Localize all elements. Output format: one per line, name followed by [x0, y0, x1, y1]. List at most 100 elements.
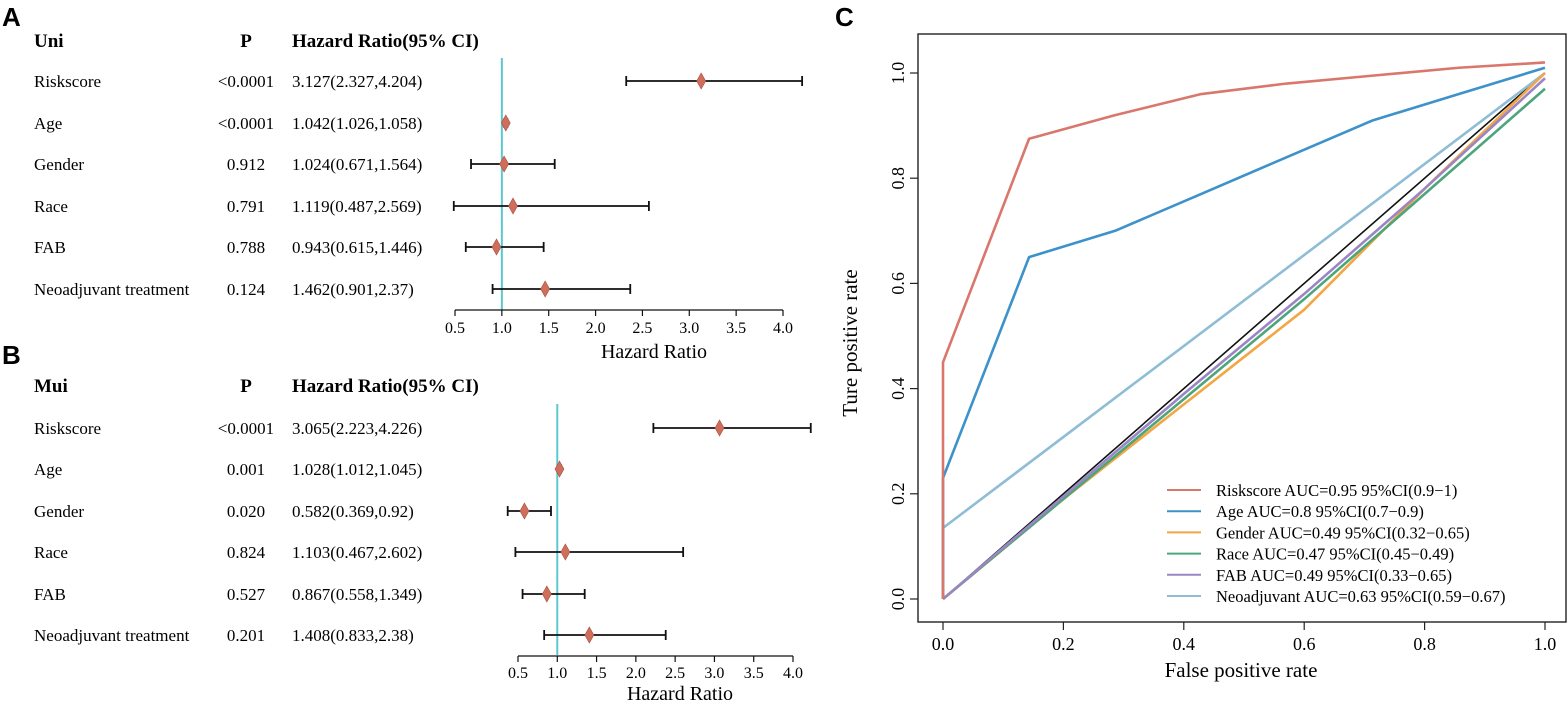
forest-a-x-axis-label: Hazard Ratio	[601, 341, 707, 363]
forest-a-row-hr: 1.462(0.901,2.37)	[292, 280, 414, 299]
forest-a-row-hr: 3.127(2.327,4.204)	[292, 72, 422, 91]
roc-x-tick-label: 0.0	[932, 634, 955, 654]
forest-a-hr-point	[696, 72, 707, 90]
forest-a-row-label: Neoadjuvant treatment	[34, 280, 190, 299]
roc-y-tick-label: 0.0	[888, 588, 908, 611]
forest-b-x-tick-label: 3.5	[744, 665, 764, 682]
roc-y-tick-label: 0.8	[888, 167, 908, 190]
forest-a-row-p: 0.912	[227, 155, 265, 174]
forest-a-row-label: Gender	[34, 155, 84, 174]
roc-diagonal-line	[942, 72, 1546, 600]
forest-b-row-hr: 0.867(0.558,1.349)	[292, 585, 422, 604]
forest-a-x-tick-label: 2.0	[586, 320, 606, 337]
forest-a-hr-point	[508, 197, 518, 215]
forest-b-x-tick-label: 0.5	[508, 665, 528, 682]
forest-b-hr-point	[519, 502, 530, 520]
forest-b-header-p: P	[240, 376, 252, 397]
forest-b-row-hr: 1.028(1.012,1.045)	[292, 460, 422, 479]
forest-a-row-hr: 1.024(0.671,1.564)	[292, 155, 422, 174]
roc-x-axis-label: False positive rate	[1165, 658, 1318, 682]
forest-a-x-tick-label: 3.0	[679, 320, 699, 337]
forest-b-row-label: FAB	[34, 585, 66, 604]
forest-b-row-label: Riskscore	[34, 419, 101, 438]
roc-x-tick-label: 1.0	[1534, 634, 1557, 654]
forest-b-row-p: 0.001	[227, 460, 265, 479]
forest-b-row-hr: 0.582(0.369,0.92)	[292, 502, 414, 521]
forest-b-header-hr: Hazard Ratio(95% CI)	[292, 376, 479, 397]
forest-a-row-p: 0.788	[227, 238, 265, 257]
forest-a-row-label: Riskscore	[34, 72, 101, 91]
forest-b-hr-point	[560, 543, 571, 561]
roc-legend-label: Neoadjuvant AUC=0.63 95%CI(0.59−0.67)	[1216, 587, 1505, 606]
roc-y-tick-label: 0.6	[888, 272, 908, 295]
roc-y-tick-label: 1.0	[888, 62, 908, 85]
forest-a-x-tick-label: 3.5	[726, 320, 746, 337]
forest-b-hr-point	[714, 419, 725, 437]
roc-x-tick-label: 0.8	[1413, 634, 1436, 654]
forest-b-header-name: Mui	[34, 376, 68, 397]
forest-a-row-p: <0.0001	[218, 72, 274, 91]
forest-a-x-tick-label: 1.5	[539, 320, 559, 337]
forest-b-hr-point	[541, 585, 552, 603]
roc-plot-frame	[917, 33, 1567, 623]
forest-b-row-label: Neoadjuvant treatment	[34, 626, 190, 645]
roc-x-tick-label: 0.4	[1173, 634, 1196, 654]
forest-b-row-p: <0.0001	[218, 419, 274, 438]
forest-a-header-name: Uni	[34, 31, 64, 52]
forest-a-x-tick-label: 1.0	[492, 320, 512, 337]
roc-series-line-1	[941, 66, 1546, 599]
forest-b-x-tick-label: 2.5	[665, 665, 685, 682]
forest-b-x-tick-label: 4.0	[783, 665, 803, 682]
forest-b-row-p: 0.201	[227, 626, 265, 645]
forest-b-row-p: 0.527	[227, 585, 266, 604]
forest-a-row-label: Age	[34, 114, 62, 133]
forest-b-row-label: Age	[34, 460, 62, 479]
roc-series-line-3	[942, 87, 1546, 601]
forest-b-x-tick-label: 1.0	[547, 665, 567, 682]
forest-b-hr-point	[584, 626, 595, 644]
roc-legend-label: FAB AUC=0.49 95%CI(0.33−0.65)	[1216, 566, 1452, 585]
forest-a-row-p: 0.124	[227, 280, 266, 299]
forest-a-header-hr: Hazard Ratio(95% CI)	[292, 31, 479, 52]
roc-x-tick-label: 0.6	[1293, 634, 1316, 654]
panel-label-a: A	[2, 2, 21, 32]
forest-b-row-hr: 3.065(2.223,4.226)	[292, 419, 422, 438]
forest-a-hr-point	[500, 114, 511, 132]
forest-b-row-p: 0.020	[227, 502, 265, 521]
roc-series-line-4	[942, 77, 1546, 600]
roc-x-tick-label: 0.2	[1052, 634, 1075, 654]
forest-b-row-label: Race	[34, 543, 68, 562]
roc-series-line-0	[941, 61, 1546, 599]
roc-legend-label: Age AUC=0.8 95%CI(0.7−0.9)	[1216, 502, 1424, 521]
forest-a-x-tick-label: 4.0	[773, 320, 793, 337]
forest-a-row-p: 0.791	[227, 197, 265, 216]
forest-a-row-p: <0.0001	[218, 114, 274, 133]
forest-b-row-p: 0.824	[227, 543, 266, 562]
forest-b-x-tick-label: 1.5	[587, 665, 607, 682]
forest-b-x-tick-label: 3.0	[704, 665, 724, 682]
forest-a-hr-point	[540, 280, 550, 298]
panel-label-b: B	[2, 340, 21, 370]
roc-y-axis-label: Ture positive rate	[838, 269, 862, 416]
forest-b-x-tick-label: 2.0	[626, 665, 646, 682]
forest-a-header-p: P	[240, 31, 252, 52]
roc-y-tick-label: 0.2	[888, 483, 908, 506]
forest-a-row-hr: 1.119(0.487,2.569)	[292, 197, 422, 216]
panel-label-c: C	[835, 2, 854, 32]
forest-a-row-hr: 1.042(1.026,1.058)	[292, 114, 422, 133]
roc-legend-label: Riskscore AUC=0.95 95%CI(0.9−1)	[1216, 481, 1457, 500]
forest-b-row-label: Gender	[34, 502, 84, 521]
forest-b-row-hr: 1.103(0.467,2.602)	[292, 543, 422, 562]
roc-legend-label: Race AUC=0.47 95%CI(0.45−0.49)	[1216, 545, 1454, 564]
forest-a-x-tick-label: 0.5	[445, 320, 465, 337]
roc-y-tick-label: 0.4	[888, 377, 908, 400]
forest-a-row-hr: 0.943(0.615,1.446)	[292, 238, 422, 257]
forest-b-x-axis-label: Hazard Ratio	[627, 683, 733, 701]
forest-a-x-tick-label: 2.5	[632, 320, 652, 337]
forest-a-hr-point	[499, 155, 509, 173]
forest-b-hr-point	[554, 460, 565, 478]
forest-a-row-label: FAB	[34, 238, 66, 257]
forest-a-row-label: Race	[34, 197, 68, 216]
roc-legend-label: Gender AUC=0.49 95%CI(0.32−0.65)	[1216, 523, 1470, 542]
